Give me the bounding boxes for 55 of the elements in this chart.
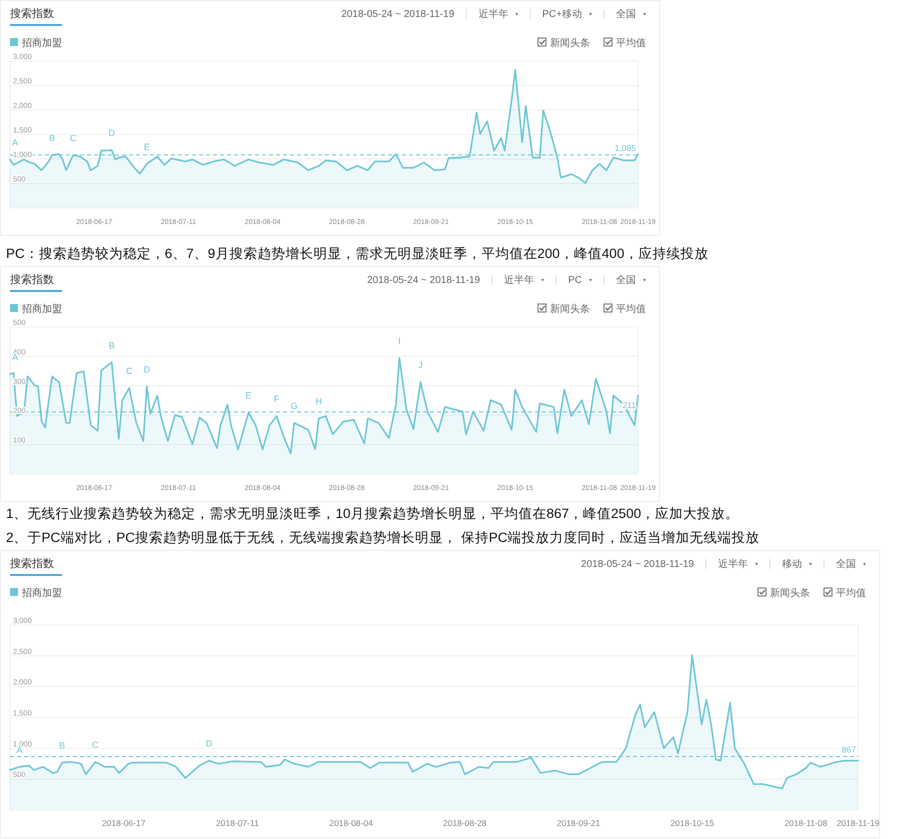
annotation: E [144,142,150,152]
ref-line-label: 867 [842,744,856,755]
annotation: B [108,340,115,350]
text: 近半年 [504,274,534,286]
annotation: G [290,400,298,411]
annotation: B [59,740,66,751]
annotation: C [70,133,77,144]
text: 近半年 [718,558,748,570]
annotation: D [206,738,213,749]
text: 新闻头条 [770,587,810,599]
x-tick-label: 2018-07-11 [216,818,260,828]
text: 1、无线行业搜索趋势较为稳定，需求无明显淡旺季，10月搜索趋势增长明显，平均值在867，峰值2500，应加大投放。 [5,505,740,523]
text: 新闻头条 [550,303,590,315]
text: 全国 [616,274,636,286]
text: 近半年 [478,8,508,20]
text: 全国 [836,558,856,570]
text: 新闻头条 [550,37,590,49]
text: 移动 [782,558,802,570]
annotation: B [49,133,56,144]
text: 平均值 [836,587,866,599]
text: PC：搜索趋势较为稳定，6、7、9月搜索趋势增长明显，需求无明显淡旺季，平均值在200，峰值400，应持续投放 [5,245,708,263]
chart-title: 搜索指数 [10,273,54,286]
annotation: D [108,128,116,138]
text: PC+移动 [542,8,582,20]
chart-subtitle: 2018-05-24 ~ 2018-11-19 [341,9,455,20]
x-tick-label: 2018-06-17 [102,818,146,828]
annotation: J [418,360,423,370]
annotation: A [12,137,18,148]
chart-subtitle: 2018-05-24 ~ 2018-11-19 [581,559,694,570]
annotation: D [144,364,151,374]
annotation: A [16,744,22,755]
text: 2、于PC端对比，PC搜索趋势明显低于无线，无线端搜索趋势增长明显， 保持PC端投放力度同时，应适当增加无线端投放 [5,529,761,547]
annotation: E [246,390,252,401]
annotation: I [398,336,401,346]
chart-title: 搜索指数 [10,557,54,570]
x-tick-label: 2018-11-19 [836,818,880,828]
chart-subtitle: 2018-05-24 ~ 2018-11-19 [367,275,481,286]
x-tick-label: 2018-09-21 [556,818,600,828]
text: PC [568,275,582,286]
x-tick-label: 2018-08-04 [329,818,374,828]
legend-label: 招商加盟 [21,303,62,315]
annotation: C [92,740,100,750]
text: 平均值 [616,303,646,315]
chart-title: 搜索指数 [10,7,54,20]
x-tick-label: 2018-11-08 [784,818,828,828]
x-tick-label: 2018-08-28 [443,818,487,828]
legend-label: 招商加盟 [21,37,62,49]
text: 平均值 [616,37,646,49]
legend-label: 招商加盟 [21,587,62,599]
ref-line-label: 1,085 [614,142,636,153]
annotation: F [274,394,280,404]
annotation: H [315,396,322,406]
x-tick-label: 2018-10-15 [670,818,714,828]
annotation: C [126,366,134,376]
text: 全国 [616,8,636,20]
